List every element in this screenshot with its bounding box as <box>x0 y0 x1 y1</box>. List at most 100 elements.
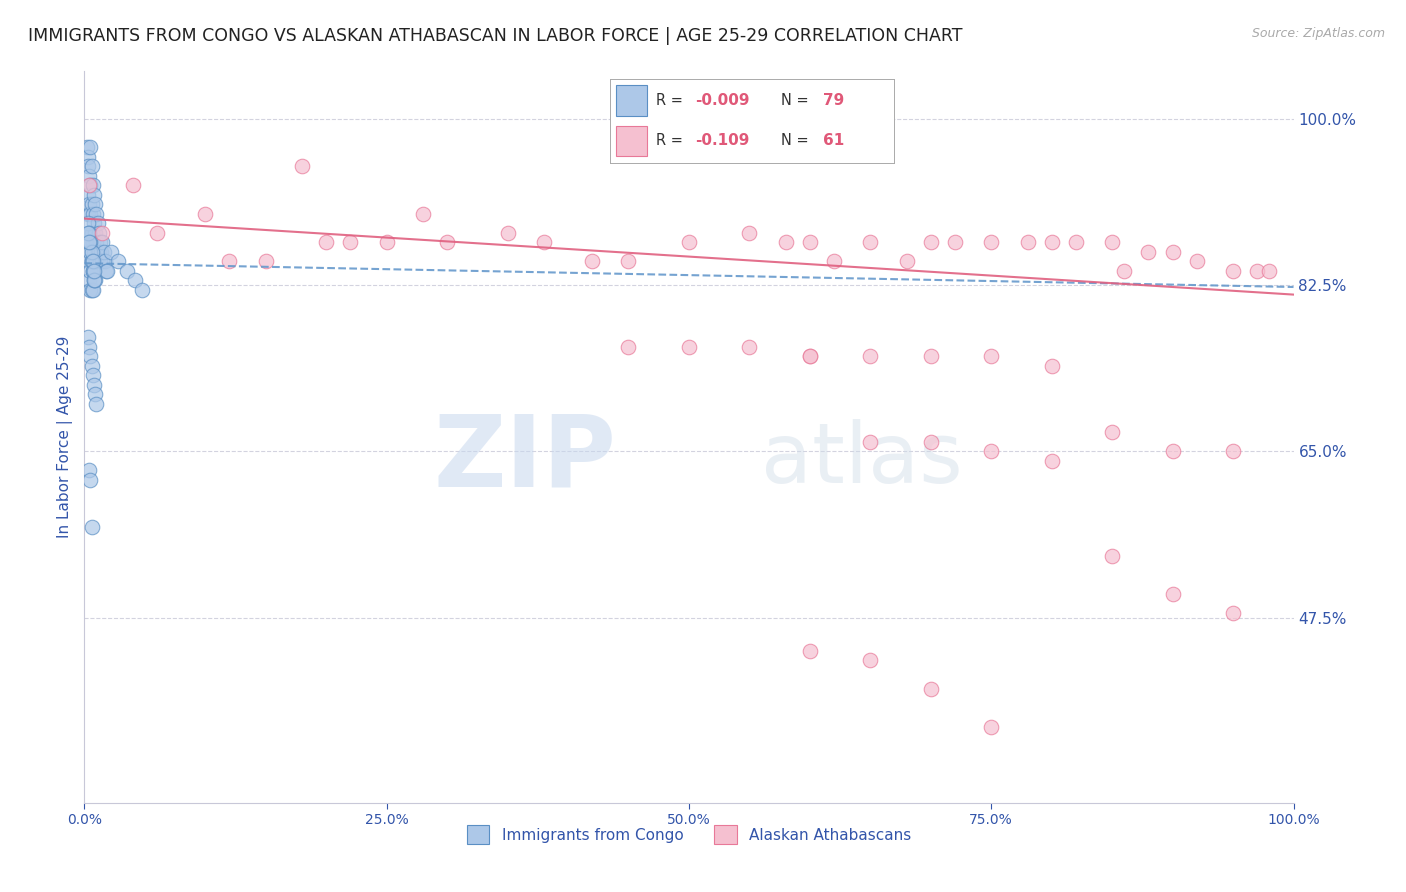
Point <box>84 273 107 287</box>
Point <box>1161 587 1184 601</box>
Point <box>1222 606 1244 620</box>
Point <box>87 226 110 240</box>
Point <box>82 207 104 221</box>
Point <box>77 463 100 477</box>
Point <box>859 235 882 250</box>
Point <box>90 244 112 259</box>
Point <box>86 254 108 268</box>
Point <box>77 197 100 211</box>
Point <box>980 349 1002 363</box>
Point <box>82 178 104 193</box>
Point <box>799 644 821 658</box>
Point <box>254 254 277 268</box>
Point <box>943 235 966 250</box>
Point <box>82 368 104 383</box>
Point <box>77 226 100 240</box>
Point <box>859 349 882 363</box>
Point <box>83 264 105 278</box>
Point <box>79 473 101 487</box>
Point <box>82 264 104 278</box>
Point <box>91 235 114 250</box>
Point <box>77 226 100 240</box>
Point <box>94 254 117 268</box>
Point <box>82 235 104 250</box>
Point <box>678 340 700 354</box>
Point <box>86 207 108 221</box>
Point <box>1101 235 1123 250</box>
Point <box>77 254 100 268</box>
Point <box>77 150 100 164</box>
Point <box>83 273 105 287</box>
Point <box>1040 454 1063 468</box>
Point <box>1137 244 1160 259</box>
Point <box>823 254 845 268</box>
Point <box>920 434 942 449</box>
Point <box>920 681 942 696</box>
Point <box>533 235 555 250</box>
Point <box>1101 425 1123 440</box>
Point <box>436 235 458 250</box>
Text: Source: ZipAtlas.com: Source: ZipAtlas.com <box>1251 27 1385 40</box>
Point <box>84 387 107 401</box>
Point <box>77 178 100 193</box>
Point <box>77 273 100 287</box>
Point <box>94 264 117 278</box>
Point <box>83 273 105 287</box>
Point <box>86 397 108 411</box>
Point <box>617 340 640 354</box>
Point <box>218 254 240 268</box>
Text: IMMIGRANTS FROM CONGO VS ALASKAN ATHABASCAN IN LABOR FORCE | AGE 25-29 CORRELATI: IMMIGRANTS FROM CONGO VS ALASKAN ATHABAS… <box>28 27 963 45</box>
Legend: Immigrants from Congo, Alaskan Athabascans: Immigrants from Congo, Alaskan Athabasca… <box>460 819 918 850</box>
Point <box>775 235 797 250</box>
Point <box>77 169 100 183</box>
Point <box>1222 264 1244 278</box>
Point <box>77 235 100 250</box>
Point <box>80 254 103 268</box>
Point <box>859 653 882 667</box>
Point <box>1064 235 1087 250</box>
Point <box>124 273 146 287</box>
Point <box>87 244 110 259</box>
Point <box>96 264 118 278</box>
Point <box>77 216 100 230</box>
Point <box>80 226 103 240</box>
Point <box>738 340 761 354</box>
Point <box>1017 235 1039 250</box>
Point <box>77 330 100 344</box>
Point <box>83 377 105 392</box>
Point <box>77 340 100 354</box>
Point <box>82 254 104 268</box>
Point <box>86 244 108 259</box>
Point <box>799 235 821 250</box>
Point <box>107 254 129 268</box>
Point <box>1161 444 1184 458</box>
Point <box>896 254 918 268</box>
Point <box>79 264 101 278</box>
Text: atlas: atlas <box>762 418 963 500</box>
Point <box>799 349 821 363</box>
Point <box>738 226 761 240</box>
Point <box>84 226 107 240</box>
Point <box>76 140 98 154</box>
Point <box>80 254 103 268</box>
Point <box>79 349 101 363</box>
Point <box>79 235 101 250</box>
Point <box>339 235 361 250</box>
Point <box>86 235 108 250</box>
Point <box>79 140 101 154</box>
Point <box>80 159 103 173</box>
Point <box>80 197 103 211</box>
Point <box>1114 264 1136 278</box>
Point <box>83 216 105 230</box>
Point <box>194 207 217 221</box>
Point <box>121 178 143 193</box>
Point <box>1161 244 1184 259</box>
Point <box>77 159 100 173</box>
Point <box>84 197 107 211</box>
Point <box>79 283 101 297</box>
Point <box>93 244 115 259</box>
Point <box>146 226 169 240</box>
Point <box>496 226 519 240</box>
Point <box>100 244 122 259</box>
Point <box>83 187 105 202</box>
